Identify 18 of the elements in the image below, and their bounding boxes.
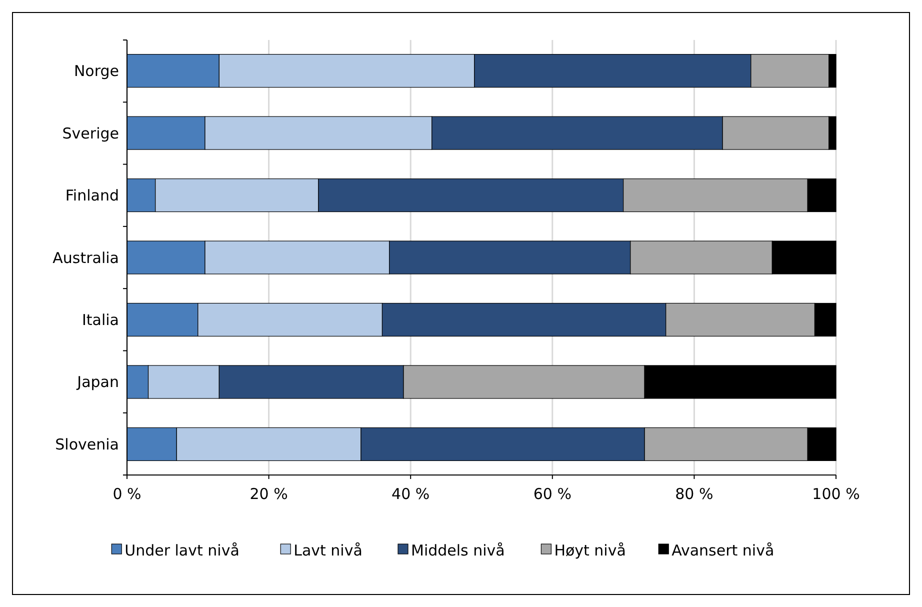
x-tick-label: 20 % bbox=[250, 485, 288, 503]
x-tick-label: 40 % bbox=[392, 485, 430, 503]
y-tick-label: Finland bbox=[65, 186, 119, 205]
y-tick-label: Norge bbox=[74, 62, 119, 80]
legend-label: Lavt nivå bbox=[294, 541, 362, 560]
x-tick-label: 0 % bbox=[112, 485, 142, 503]
x-tick-label: 60 % bbox=[533, 485, 572, 503]
y-tick-label: Australia bbox=[52, 248, 119, 267]
y-tick-label: Sverige bbox=[62, 124, 119, 142]
legend-label: Høyt nivå bbox=[554, 541, 626, 560]
legend-label: Avansert nivå bbox=[672, 541, 774, 560]
legend-label: Under lavt nivå bbox=[124, 541, 240, 560]
y-tick-label: Slovenia bbox=[55, 435, 119, 454]
x-tick-label: 100 % bbox=[812, 485, 860, 503]
y-tick-label: Italia bbox=[82, 310, 119, 329]
x-tick-label: 80 % bbox=[675, 485, 714, 503]
y-tick-label: Japan bbox=[76, 373, 119, 392]
legend-label: Middels nivå bbox=[411, 541, 505, 560]
